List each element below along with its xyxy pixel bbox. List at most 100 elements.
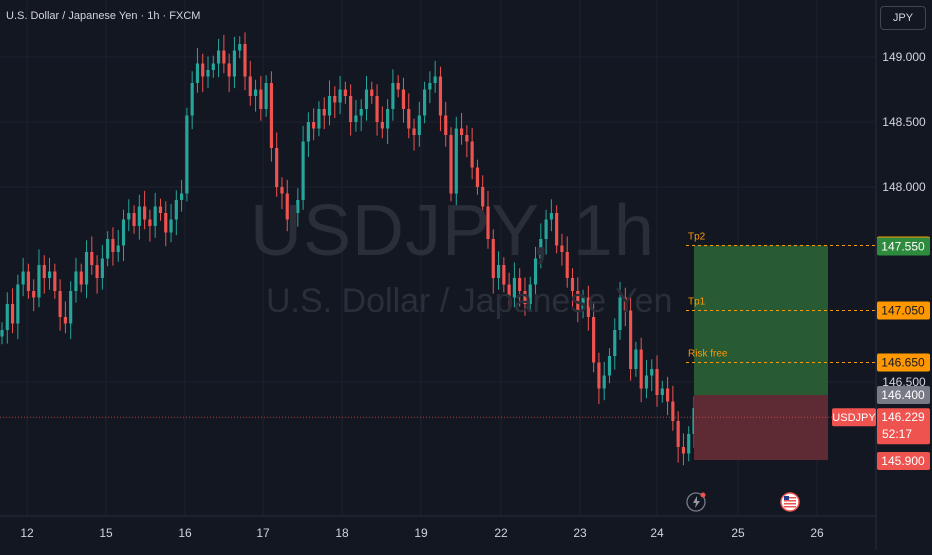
candle-body <box>132 213 136 226</box>
candle-body <box>671 401 675 421</box>
candle <box>380 106 384 139</box>
candle <box>428 71 432 104</box>
symbol-tag-text: USDJPY <box>832 412 876 424</box>
flag-icon-ring <box>780 492 800 512</box>
candle <box>275 132 279 197</box>
candle <box>607 348 612 384</box>
candle <box>106 231 110 267</box>
candle <box>444 101 448 147</box>
candle <box>586 285 590 331</box>
description-watermark: U.S. Dollar / Japanese Yen <box>266 282 673 320</box>
time-tick-label: 15 <box>99 526 113 540</box>
candle <box>396 75 400 98</box>
candle <box>69 281 73 340</box>
candle <box>243 32 247 91</box>
candle <box>512 262 516 308</box>
candle-body <box>243 44 247 77</box>
candle <box>137 194 141 240</box>
candle-body <box>465 135 469 142</box>
candle-body <box>275 148 279 187</box>
candle <box>465 125 469 158</box>
candle <box>312 108 316 141</box>
candle-body <box>211 63 215 70</box>
candle <box>301 125 305 210</box>
candle-body <box>301 141 305 200</box>
candle-body <box>518 278 522 291</box>
candle-body <box>5 304 9 330</box>
long-position-tool[interactable] <box>694 245 828 461</box>
candle-body <box>539 239 543 259</box>
candle <box>143 190 147 230</box>
candle <box>597 352 601 405</box>
candle <box>555 205 559 254</box>
candle-body <box>438 76 443 116</box>
candle <box>16 274 20 340</box>
time-tick-label: 16 <box>178 526 192 540</box>
candle <box>528 276 532 312</box>
candle-body <box>185 115 189 194</box>
symbol-tag <box>832 408 876 427</box>
candle-body <box>95 265 99 278</box>
candle <box>127 199 131 232</box>
candle-body <box>634 349 638 369</box>
candle-body <box>417 115 421 135</box>
candle <box>37 249 41 308</box>
candle-body <box>444 115 448 135</box>
candle <box>581 289 585 319</box>
candle <box>132 205 136 234</box>
time-tick-label: 22 <box>494 526 508 540</box>
candle-body <box>84 252 89 285</box>
candle-body <box>407 109 411 129</box>
candle-body <box>391 83 395 109</box>
candle-body <box>195 63 200 83</box>
candle-body <box>481 187 485 207</box>
candle <box>438 66 443 132</box>
candle <box>639 337 643 403</box>
candle-body <box>496 265 501 278</box>
candle <box>333 86 337 119</box>
candle-body <box>180 193 184 200</box>
horizontal-levels[interactable]: Tp2 Tp1 Risk free <box>0 232 876 418</box>
candle-body <box>100 258 104 278</box>
candle-body <box>475 167 480 187</box>
last-price-tag <box>877 408 930 445</box>
candle-body <box>470 141 474 168</box>
candle-body <box>597 362 601 389</box>
level-price-text: 147.050 <box>881 304 925 318</box>
candle-body <box>259 89 263 109</box>
candle-body <box>232 50 237 77</box>
candle-body <box>137 206 141 226</box>
time-axis[interactable]: 12 15 16 17 18 19 22 23 24 25 26 <box>20 526 824 540</box>
candle <box>560 233 564 266</box>
candle <box>523 277 527 316</box>
candle <box>232 36 237 89</box>
symbol-title[interactable]: U.S. Dollar / Japanese Yen · 1h · FXCM <box>6 10 201 22</box>
candle-body <box>216 50 221 64</box>
candle-body <box>158 206 163 213</box>
candle-body <box>90 252 94 265</box>
candle-body <box>401 89 406 109</box>
candle-body <box>248 76 252 96</box>
candle-body <box>375 96 379 122</box>
candle-body <box>523 291 527 304</box>
candle-body <box>560 245 564 252</box>
candle-body <box>253 89 258 96</box>
candle-body <box>285 193 289 220</box>
candle-body <box>69 291 73 324</box>
candle-body <box>454 128 458 194</box>
candle <box>285 179 289 232</box>
level-price-text: 146.650 <box>881 356 925 370</box>
price-axis[interactable]: 149.000 148.500 148.000 146.500 147.550 147.0… <box>832 50 930 470</box>
time-tick-label: 18 <box>335 526 349 540</box>
candle <box>174 190 178 236</box>
candle <box>502 257 506 293</box>
currency-selector[interactable]: JPY <box>880 6 926 30</box>
candle-body <box>676 421 680 447</box>
candle-body <box>290 213 295 220</box>
candle <box>570 268 575 307</box>
candle-body <box>201 63 205 77</box>
candle <box>650 359 654 392</box>
candle-body <box>396 83 400 90</box>
